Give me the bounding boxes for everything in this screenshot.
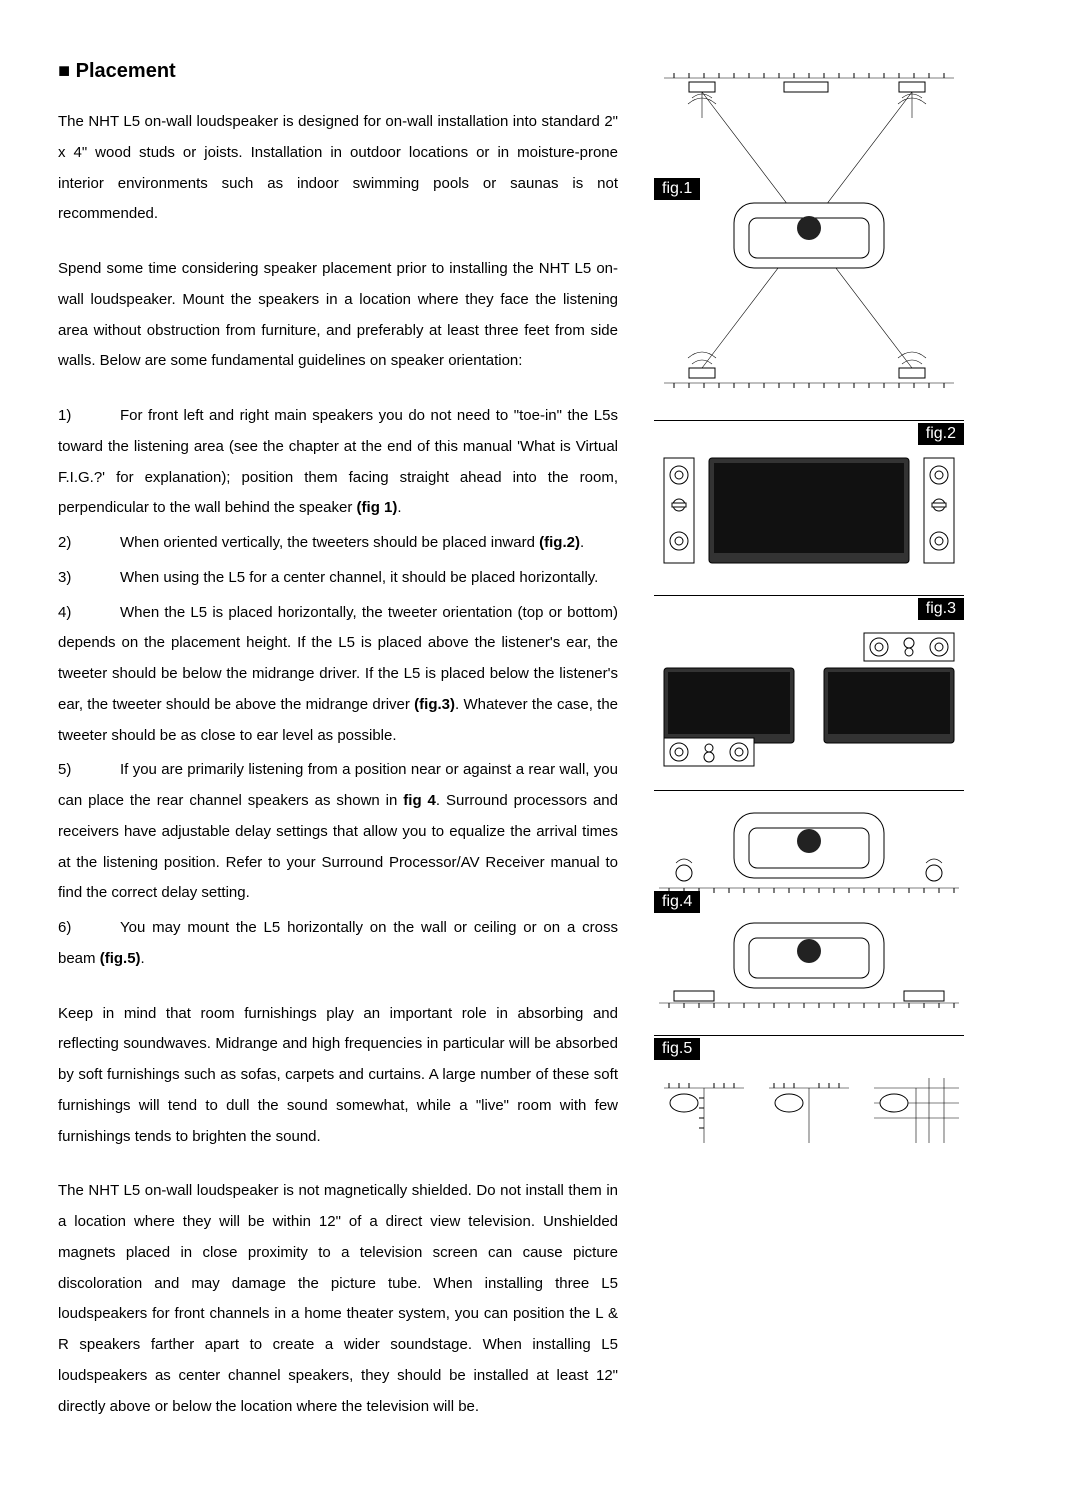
item-tail: . xyxy=(397,499,401,516)
fig-ref: fig 4 xyxy=(403,792,436,809)
list-item-3: 3)When using the L5 for a center channel… xyxy=(58,563,618,594)
figure-1-panel: fig.1 xyxy=(654,60,964,421)
list-item-5: 5)If you are primarily listening from a … xyxy=(58,755,618,909)
text-column: Placement The NHT L5 on-wall loudspeaker… xyxy=(58,60,618,1446)
intro-para-1: The NHT L5 on-wall loudspeaker is design… xyxy=(58,107,618,230)
figure-4-panel: fig.4 xyxy=(654,795,964,1036)
figure-1-label: fig.1 xyxy=(654,178,700,200)
figure-5-diagram xyxy=(654,1048,964,1148)
list-item-6: 6)You may mount the L5 horizontally on t… xyxy=(58,913,618,975)
figure-column: fig.1 xyxy=(654,60,964,1184)
figure-3-panel: fig.3 xyxy=(654,600,964,791)
figure-5-panel: fig.5 xyxy=(654,1040,964,1180)
figure-2-label: fig.2 xyxy=(918,423,964,445)
page: Placement The NHT L5 on-wall loudspeaker… xyxy=(58,60,1022,1446)
figure-3-label: fig.3 xyxy=(918,598,964,620)
figure-3-diagram xyxy=(654,608,964,768)
figure-5-label: fig.5 xyxy=(654,1038,700,1060)
item-tail: . xyxy=(580,534,584,551)
item-number: 6) xyxy=(58,913,120,944)
list-item-2: 2)When oriented vertically, the tweeters… xyxy=(58,528,618,559)
figure-2-diagram xyxy=(654,433,964,573)
figure-2-panel: fig.2 xyxy=(654,425,964,596)
figure-4-label: fig.4 xyxy=(654,891,700,913)
intro-para-2: Spend some time considering speaker plac… xyxy=(58,254,618,377)
list-item-4: 4)When the L5 is placed horizontally, th… xyxy=(58,598,618,752)
item-number: 2) xyxy=(58,528,120,559)
fig-ref: (fig.2) xyxy=(539,534,580,551)
item-tail: . xyxy=(141,950,145,967)
fig-ref: (fig.3) xyxy=(414,696,455,713)
fig-ref: (fig 1) xyxy=(357,499,398,516)
item-number: 5) xyxy=(58,755,120,786)
item-text: When using the L5 for a center channel, … xyxy=(120,569,598,586)
item-text: For front left and right main speakers y… xyxy=(58,407,618,516)
shielding-para: The NHT L5 on-wall loudspeaker is not ma… xyxy=(58,1176,618,1422)
item-number: 4) xyxy=(58,598,120,629)
figure-4-diagram xyxy=(654,803,964,1013)
figure-1-diagram xyxy=(654,68,964,398)
item-text: When oriented vertically, the tweeters s… xyxy=(120,534,539,551)
furnishings-para: Keep in mind that room furnishings play … xyxy=(58,999,618,1153)
section-title: Placement xyxy=(58,60,618,83)
item-number: 1) xyxy=(58,401,120,432)
item-number: 3) xyxy=(58,563,120,594)
fig-ref: (fig.5) xyxy=(100,950,141,967)
list-item-1: 1)For front left and right main speakers… xyxy=(58,401,618,524)
